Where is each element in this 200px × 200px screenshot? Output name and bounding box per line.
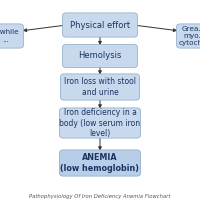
- FancyBboxPatch shape: [62, 13, 138, 37]
- FancyBboxPatch shape: [0, 24, 24, 48]
- FancyBboxPatch shape: [176, 24, 200, 48]
- Text: Physical effort: Physical effort: [70, 21, 130, 29]
- Text: Pathophysiology Of Iron Deficiency Anemia Flowchart: Pathophysiology Of Iron Deficiency Anemi…: [29, 194, 171, 199]
- Text: Grea...
myo...
cytoch...: Grea... myo... cytoch...: [179, 26, 200, 46]
- FancyBboxPatch shape: [60, 74, 140, 100]
- Text: Iron deficiency in a
body (low serum iron
level): Iron deficiency in a body (low serum iro…: [59, 108, 141, 138]
- FancyBboxPatch shape: [59, 150, 141, 176]
- FancyBboxPatch shape: [62, 44, 138, 68]
- FancyBboxPatch shape: [59, 108, 141, 138]
- Text: Hemolysis: Hemolysis: [78, 51, 122, 60]
- Text: ANEMIA
(low hemoglobin): ANEMIA (low hemoglobin): [60, 153, 140, 173]
- Text: ...while
...: ...while ...: [0, 29, 19, 43]
- Text: Iron loss with stool
and urine: Iron loss with stool and urine: [64, 77, 136, 97]
